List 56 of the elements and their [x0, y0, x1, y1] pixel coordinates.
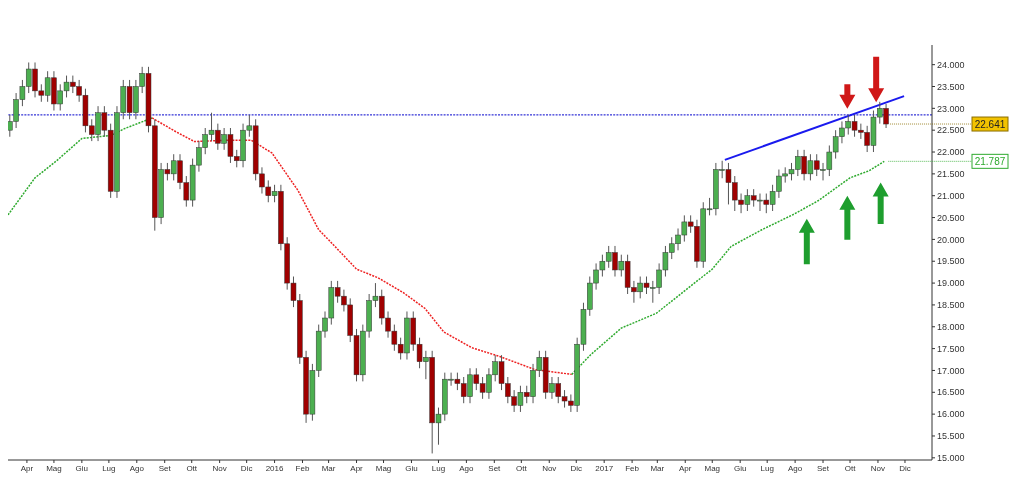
x-tick-label: Lug	[102, 463, 116, 473]
x-tick-label: Apr	[350, 463, 364, 473]
y-tick-label: 15.000	[937, 453, 965, 464]
y-tick-label: 16.000	[937, 409, 965, 420]
y-tick-label: 23.500	[937, 81, 965, 92]
y-tick-label: 15.500	[937, 431, 965, 442]
y-tick-label: 17.500	[937, 343, 965, 354]
x-tick-label: Nov	[870, 463, 886, 473]
x-tick-label: Giu	[75, 463, 89, 473]
x-tick-label: Feb	[295, 463, 310, 473]
y-tick-label: 17.000	[937, 365, 965, 376]
x-tick-label: Apr	[679, 463, 692, 473]
x-tick-label: 2017	[595, 463, 614, 473]
y-tick-label: 19.000	[937, 278, 965, 289]
x-tick-label: Lug	[431, 463, 446, 473]
y-tick-label: 21.000	[937, 190, 965, 201]
y-tick-label: 18.000	[937, 321, 965, 332]
x-tick-label: Apr	[20, 463, 34, 473]
x-tick-label: 2016	[265, 463, 285, 473]
x-tick-label: Mag	[46, 463, 62, 473]
x-tick-label: Ott	[186, 463, 198, 473]
x-tick-label: Ago	[459, 463, 475, 473]
y-tick-label: 22.500	[937, 125, 965, 136]
x-tick-label: Set	[817, 463, 830, 473]
y-tick-label: 16.500	[937, 387, 965, 398]
x-tick-label: Nov	[542, 463, 557, 473]
x-tick-label: Dic	[899, 463, 911, 473]
y-tick-label: 24.000	[937, 59, 965, 70]
x-tick-label: Mag	[375, 463, 392, 473]
annotation: 21.787	[974, 156, 1006, 168]
x-tick-label: Ago	[129, 463, 145, 473]
x-tick-label: Set	[488, 463, 502, 473]
x-tick-label: Set	[158, 463, 172, 473]
y-tick-label: 22.000	[937, 147, 965, 158]
x-tick-label: Lug	[760, 463, 774, 473]
x-tick-label: Mar	[650, 463, 665, 473]
y-tick-label: 19.500	[937, 256, 965, 267]
annotation: 22.641	[974, 119, 1006, 131]
x-tick-label: Mar	[321, 463, 336, 473]
x-tick-label: Nov	[212, 463, 227, 473]
y-tick-label: 21.500	[937, 169, 965, 180]
y-tick-label: 20.500	[937, 212, 965, 223]
x-tick-label: Ott	[516, 463, 528, 473]
x-tick-label: Ago	[787, 463, 803, 473]
x-tick-label: Mag	[704, 463, 721, 473]
y-tick-label: 18.500	[937, 300, 965, 311]
x-tick-label: Giu	[733, 463, 747, 473]
x-tick-label: Feb	[625, 463, 640, 473]
x-tick-label: Dic	[570, 463, 583, 473]
x-tick-label: Dic	[240, 463, 253, 473]
line-series	[151, 117, 573, 376]
x-tick-label: Giu	[405, 463, 418, 473]
y-tick-label: 23.000	[937, 103, 965, 114]
x-tick-label: Ott	[844, 463, 857, 473]
y-tick-label: 20.000	[937, 234, 965, 245]
line-series	[571, 160, 886, 376]
